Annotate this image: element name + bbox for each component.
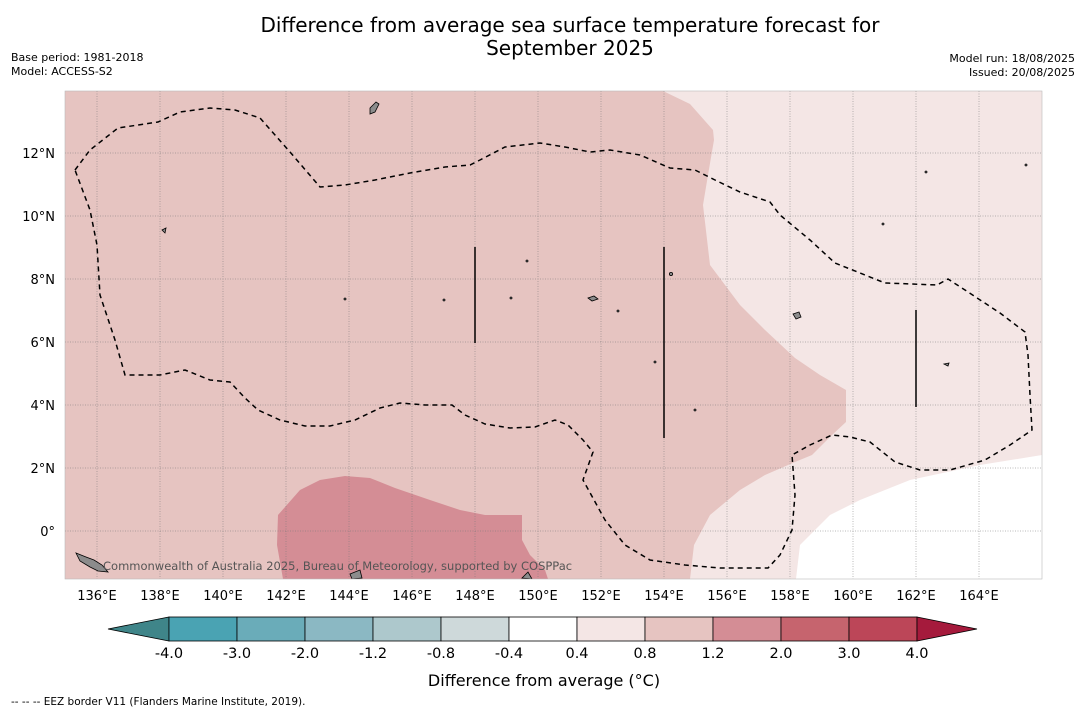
island-dot <box>653 360 657 364</box>
colorbar-tick-label: -1.2 <box>359 646 387 662</box>
colorbar-segment <box>712 616 782 642</box>
island-dot <box>924 170 928 174</box>
longitude-label: 140°E <box>203 589 243 604</box>
colorbar-segment <box>236 616 306 642</box>
longitude-label: 144°E <box>329 589 369 604</box>
island-dot <box>616 309 620 313</box>
colorbar-tick-label: -0.4 <box>495 646 523 662</box>
latitude-label: 2°N <box>31 462 56 477</box>
colorbar-segment <box>508 616 578 642</box>
island-dot <box>525 259 529 263</box>
longitude-label: 138°E <box>140 589 180 604</box>
colorbar-tick-label: 0.4 <box>565 646 588 662</box>
island-dot <box>881 222 885 226</box>
colorbar-tick-label: -2.0 <box>291 646 319 662</box>
longitude-label: 136°E <box>77 589 117 604</box>
island-dot <box>509 296 513 300</box>
island-manus <box>349 569 363 579</box>
issued-date-text: Issued: 20/08/2025 <box>968 66 1075 79</box>
island-palau <box>161 227 167 234</box>
latitude-label: 12°N <box>22 147 55 162</box>
longitude-label: 160°E <box>833 589 873 604</box>
colorbar-segment <box>780 616 850 642</box>
colorbar-segment <box>440 616 510 642</box>
island-dot <box>1024 163 1028 167</box>
longitude-label: 148°E <box>455 589 495 604</box>
no-anomaly-region <box>796 455 1042 579</box>
run-info: Model run: 18/08/2025 Issued: 20/08/2025 <box>949 52 1075 80</box>
longitude-label: 162°E <box>896 589 936 604</box>
island-dot <box>669 271 674 276</box>
longitude-label: 150°E <box>518 589 558 604</box>
colorbar-segment <box>168 616 238 642</box>
eez-separator-lines <box>474 247 917 438</box>
island-new-ireland-tip <box>521 571 533 579</box>
island-guam <box>369 101 380 115</box>
island-pohnpei <box>792 311 802 320</box>
colorbar-upper-extension <box>916 616 978 642</box>
anomaly-region-1-2-to-2-0 <box>277 476 548 579</box>
colorbar-tick-label: 1.2 <box>701 646 724 662</box>
island-kosrae <box>942 362 950 367</box>
longitude-label: 152°E <box>581 589 621 604</box>
copyright-text: Commonwealth of Australia 2025, Bureau o… <box>103 559 572 573</box>
graticule <box>65 91 1042 579</box>
colorbar-tick-label: 0.8 <box>633 646 656 662</box>
colorbar-tick-label: 2.0 <box>769 646 792 662</box>
colorbar-tick-label: -3.0 <box>223 646 251 662</box>
colorbar <box>107 616 978 642</box>
latitude-label: 6°N <box>31 336 56 351</box>
colorbar-segment <box>304 616 374 642</box>
island-dot <box>442 298 446 302</box>
eez-legend-footnote: -- -- -- EEZ border V11 (Flanders Marine… <box>11 696 306 708</box>
latitude-label: 4°N <box>31 399 56 414</box>
longitude-label: 158°E <box>770 589 810 604</box>
model-info: Base period: 1981-2018 Model: ACCESS-S2 <box>11 51 143 79</box>
latitude-labels: 12°N 10°N 8°N 6°N 4°N 2°N 0° <box>22 147 55 540</box>
map-area: Commonwealth of Australia 2025, Bureau o… <box>65 91 1042 579</box>
islands <box>75 101 1028 579</box>
title-line-2: September 2025 <box>486 36 654 60</box>
latitude-label: 0° <box>40 525 55 540</box>
longitude-label: 156°E <box>707 589 747 604</box>
island-new-guinea-coast <box>75 552 109 573</box>
base-period-text: Base period: 1981-2018 <box>11 51 144 64</box>
longitude-labels: 136°E 138°E 140°E 142°E 144°E 146°E 148°E 150°E… <box>77 589 999 604</box>
island-dot <box>693 408 697 412</box>
latitude-label: 8°N <box>31 273 56 288</box>
longitude-label: 146°E <box>392 589 432 604</box>
colorbar-segment <box>644 616 714 642</box>
chart-title: Difference from average sea surface temp… <box>200 14 940 60</box>
model-name-text: Model: ACCESS-S2 <box>11 65 113 78</box>
colorbar-label: Difference from average (°C) <box>427 671 661 690</box>
anomaly-region-0-4-to-0-8 <box>663 91 1042 579</box>
colorbar-tick-label: 4.0 <box>905 646 928 662</box>
island-chuuk <box>587 295 599 302</box>
map-frame <box>64 90 1043 580</box>
longitude-label: 154°E <box>644 589 684 604</box>
colorbar-tick-label: 3.0 <box>837 646 860 662</box>
longitude-label: 164°E <box>959 589 999 604</box>
eez-border-guam-fsm <box>74 107 1033 569</box>
longitude-label: 142°E <box>266 589 306 604</box>
title-line-1: Difference from average sea surface temp… <box>260 13 880 37</box>
colorbar-segment <box>848 616 918 642</box>
colorbar-tick-label: -4.0 <box>155 646 183 662</box>
colorbar-tick-label: -0.8 <box>427 646 455 662</box>
colorbar-segment <box>576 616 646 642</box>
colorbar-tick-labels: -4.0 -3.0 -2.0 -1.2 -0.8 -0.4 0.4 0.8 1.2 2.0 3.0 4… <box>155 646 929 662</box>
colorbar-lower-extension <box>107 616 170 642</box>
colorbar-segment <box>372 616 442 642</box>
eez-border-lines <box>74 107 1033 569</box>
island-dot <box>343 297 347 301</box>
model-run-text: Model run: 18/08/2025 <box>949 52 1075 65</box>
latitude-label: 10°N <box>22 210 55 225</box>
